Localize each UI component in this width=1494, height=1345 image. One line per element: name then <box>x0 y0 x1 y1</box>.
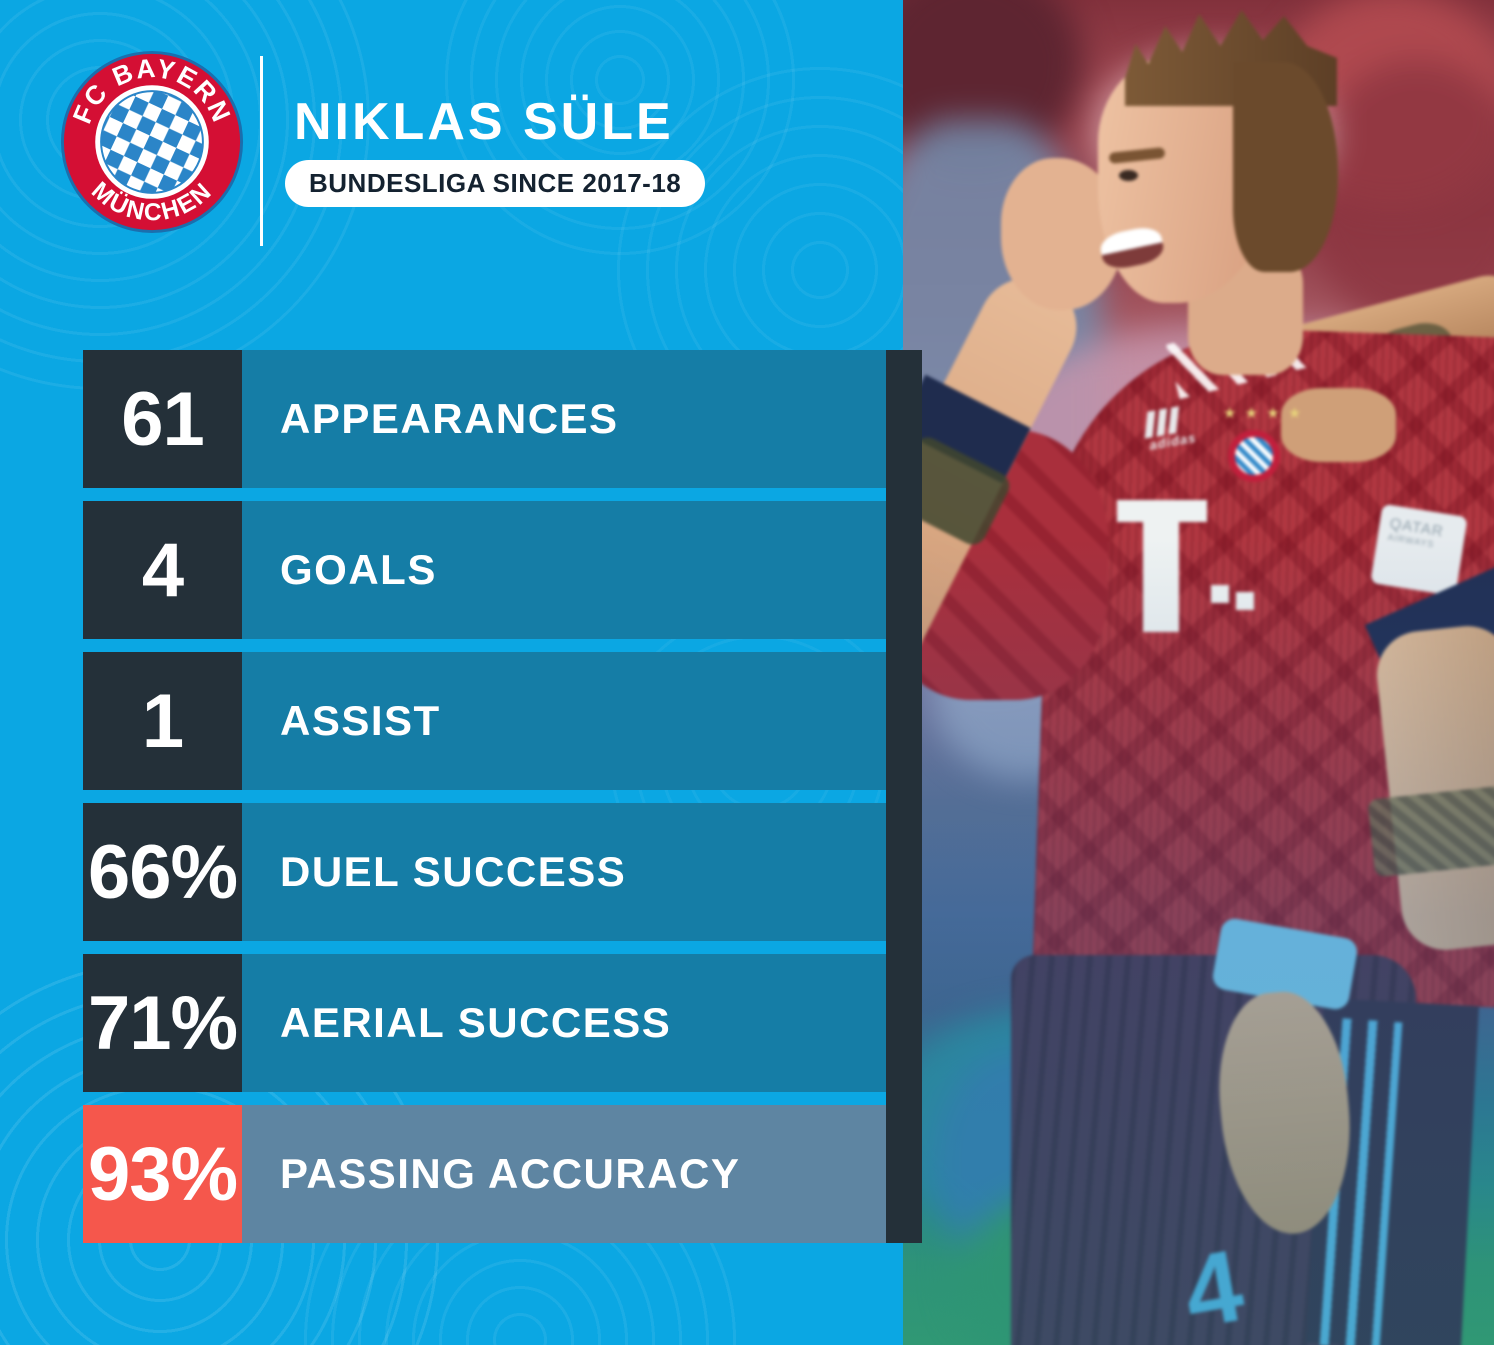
stat-row-aerial-success: 71% AERIAL SUCCESS <box>83 954 886 1092</box>
player-hair-side <box>1233 62 1338 272</box>
stat-label: GOALS <box>242 501 886 639</box>
player-eye <box>1119 170 1138 181</box>
stats-table: 61 APPEARANCES 4 GOALS 1 ASSIST 66% DUEL… <box>83 350 886 1243</box>
stat-value: 71% <box>83 954 242 1092</box>
crest-lozenge-core <box>100 90 204 194</box>
stat-value: 4 <box>83 501 242 639</box>
subtitle-badge-label: BUNDESLIGA SINCE 2017-18 <box>309 168 682 198</box>
stat-label: AERIAL SUCCESS <box>242 954 886 1092</box>
player-photo: ★ ★ ★ ★ adidas QATAR AIRWAYS 4 <box>903 0 1494 1345</box>
stat-label-highlighted: PASSING ACCURACY <box>242 1105 886 1243</box>
stat-value: 1 <box>83 652 242 790</box>
club-crest-logo: FC BAYERN MÜNCHEN <box>60 50 244 234</box>
stat-label: DUEL SUCCESS <box>242 803 886 941</box>
stat-label: APPEARANCES <box>242 350 886 488</box>
stat-row-passing-accuracy: 93% PASSING ACCURACY <box>83 1105 886 1243</box>
photo-color-tint <box>903 0 1494 1345</box>
stat-value-highlighted: 93% <box>83 1105 242 1243</box>
telekom-t-logo <box>1143 500 1179 632</box>
subtitle-badge: BUNDESLIGA SINCE 2017-18 <box>285 160 706 207</box>
stat-row-assist: 1 ASSIST <box>83 652 886 790</box>
teammate-hand <box>1281 388 1396 462</box>
stat-row-appearances: 61 APPEARANCES <box>83 350 886 488</box>
stat-row-goals: 4 GOALS <box>83 501 886 639</box>
telekom-logo-dot <box>1211 585 1229 603</box>
table-right-strip <box>886 350 922 1243</box>
header-divider <box>260 56 263 246</box>
chest-club-crest <box>1228 430 1280 482</box>
telekom-logo-dot <box>1236 592 1254 610</box>
chest-stars: ★ ★ ★ ★ <box>1223 404 1303 422</box>
stat-value: 61 <box>83 350 242 488</box>
player-figure: ★ ★ ★ ★ adidas QATAR AIRWAYS 4 <box>903 0 1494 1345</box>
stat-label: ASSIST <box>242 652 886 790</box>
stat-value: 66% <box>83 803 242 941</box>
player-name-title: NIKLAS SÜLE <box>294 93 674 151</box>
stat-row-duel-success: 66% DUEL SUCCESS <box>83 803 886 941</box>
